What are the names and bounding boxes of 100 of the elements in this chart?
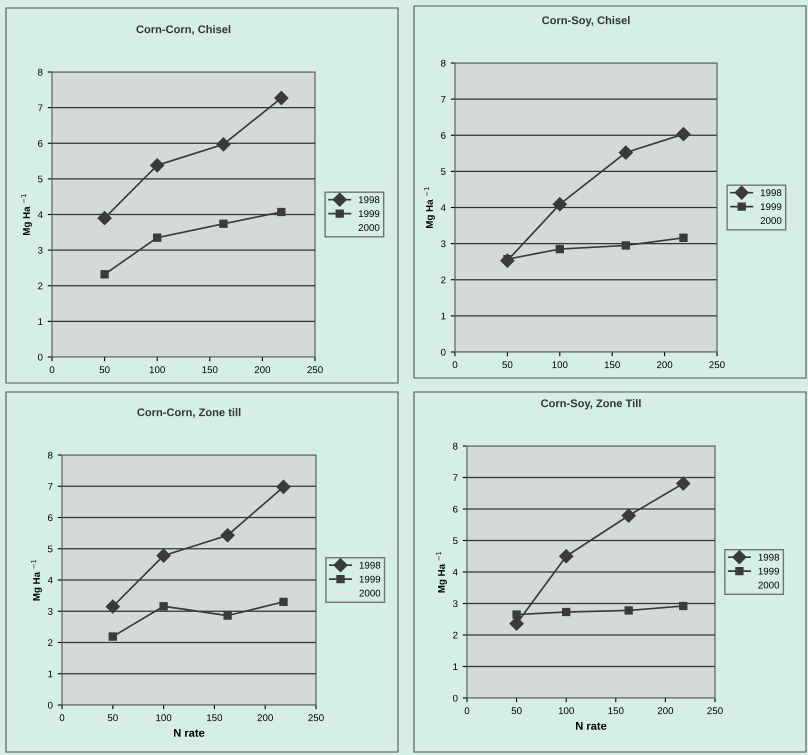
legend-label: 1999 xyxy=(758,568,780,575)
point xyxy=(153,233,162,242)
y-tick-label: 5 xyxy=(452,537,458,544)
y-tick-label: 0 xyxy=(452,694,458,702)
y-axis-title: Mg Ha $^{−1}$ xyxy=(21,194,32,235)
legend-label: 2000 xyxy=(359,590,380,597)
y-tick-label: 5 xyxy=(440,168,446,175)
chart-title: Corn-Soy, Zone Till xyxy=(541,399,641,410)
y-tick-label: 7 xyxy=(38,104,42,112)
x-tick-label: 100 xyxy=(558,707,574,714)
y-tick-label: 5 xyxy=(48,546,53,552)
chart-title: Corn-Corn, Zone till xyxy=(137,408,240,418)
x-tick-label: 200 xyxy=(258,714,273,722)
point xyxy=(108,632,117,641)
legend-label: 1999 xyxy=(360,576,380,583)
y-tick-label: 0 xyxy=(48,702,53,709)
y-tick-label: 1 xyxy=(48,670,52,678)
y-tick-label: 6 xyxy=(48,514,53,522)
legend-label: 2000 xyxy=(758,582,780,589)
y-tick-label: 4 xyxy=(452,568,458,576)
y-tick-label: 2 xyxy=(38,282,42,290)
x-tick-label: 150 xyxy=(207,714,222,722)
x-tick-label: 150 xyxy=(604,361,620,368)
legend-label: 2000 xyxy=(760,217,782,224)
point xyxy=(219,220,228,228)
y-tick-label: 3 xyxy=(440,240,446,248)
point xyxy=(100,270,109,279)
x-tick-label: 100 xyxy=(552,361,568,368)
y-tick-label: 1 xyxy=(453,663,458,670)
x-tick-label: 250 xyxy=(707,707,723,714)
point xyxy=(559,549,574,564)
y-tick-label: 2 xyxy=(453,632,458,639)
x-axis-title: N rate xyxy=(576,722,606,730)
point xyxy=(562,608,570,616)
y-tick-label: 3 xyxy=(452,600,458,608)
point xyxy=(679,602,688,610)
point xyxy=(556,244,564,254)
point xyxy=(512,610,521,619)
legend-label: 2000 xyxy=(358,224,380,232)
y-tick-label: 0 xyxy=(440,348,446,356)
x-tick-label: 150 xyxy=(202,366,218,374)
x-tick-label: 200 xyxy=(656,361,672,368)
point xyxy=(98,210,112,226)
x-tick-label: 0 xyxy=(60,714,64,722)
y-tick-label: 7 xyxy=(48,483,52,490)
x-tick-label: 200 xyxy=(658,707,674,714)
x-tick-label: 250 xyxy=(308,714,324,722)
y-tick-label: 2 xyxy=(48,639,52,646)
x-tick-label: 50 xyxy=(108,714,118,722)
y-tick-label: 7 xyxy=(441,96,446,103)
y-tick-label: 6 xyxy=(453,506,458,513)
point xyxy=(624,606,633,615)
legend-label: 1998 xyxy=(358,196,380,204)
point xyxy=(676,127,691,142)
y-tick-label: 4 xyxy=(440,204,446,212)
x-tick-label: 50 xyxy=(100,366,110,374)
point xyxy=(106,599,120,614)
y-tick-label: 3 xyxy=(48,608,53,615)
legend-label: 1999 xyxy=(760,203,782,210)
legend-label: 1998 xyxy=(758,554,780,561)
point xyxy=(500,254,514,268)
x-tick-label: 100 xyxy=(156,714,172,722)
x-tick-label: 0 xyxy=(464,707,470,714)
legend-label: 1999 xyxy=(358,210,380,218)
y-tick-label: 4 xyxy=(48,576,53,584)
point xyxy=(552,197,567,212)
point xyxy=(618,146,633,160)
point xyxy=(279,598,288,606)
y-tick-label: 8 xyxy=(440,60,446,67)
x-axis-title: N rate xyxy=(174,729,204,737)
x-tick-label: 50 xyxy=(502,361,512,368)
point xyxy=(510,616,524,631)
y-tick-label: 6 xyxy=(38,140,43,147)
y-tick-label: 8 xyxy=(38,68,43,76)
y-axis-title: Mg Ha $^{−1}$ xyxy=(424,187,435,228)
x-tick-label: 250 xyxy=(307,366,323,374)
legend-label: 1998 xyxy=(760,189,782,196)
x-tick-label: 250 xyxy=(709,361,725,368)
x-tick-label: 50 xyxy=(512,707,522,714)
y-axis-title: Mg Ha $^{−1}$ xyxy=(436,552,447,592)
chart-title: Corn-Corn, Chisel xyxy=(136,25,230,35)
point xyxy=(276,480,291,494)
y-tick-label: 1 xyxy=(441,312,446,320)
y-tick-label: 4 xyxy=(38,211,43,218)
y-tick-label: 7 xyxy=(453,474,458,482)
legend-label: 1998 xyxy=(360,562,380,569)
point xyxy=(220,528,235,542)
point xyxy=(150,158,164,172)
point xyxy=(277,208,286,216)
point xyxy=(156,548,171,563)
x-tick-label: 150 xyxy=(608,707,624,714)
y-tick-label: 6 xyxy=(441,132,446,139)
point xyxy=(223,611,232,620)
y-tick-label: 1 xyxy=(38,318,42,325)
point xyxy=(622,508,636,523)
x-tick-label: 100 xyxy=(150,366,165,374)
y-axis-title: Mg Ha $^{−1}$ xyxy=(31,560,42,600)
y-tick-label: 5 xyxy=(38,176,43,182)
y-tick-label: 8 xyxy=(452,442,458,450)
y-tick-label: 0 xyxy=(38,354,43,361)
